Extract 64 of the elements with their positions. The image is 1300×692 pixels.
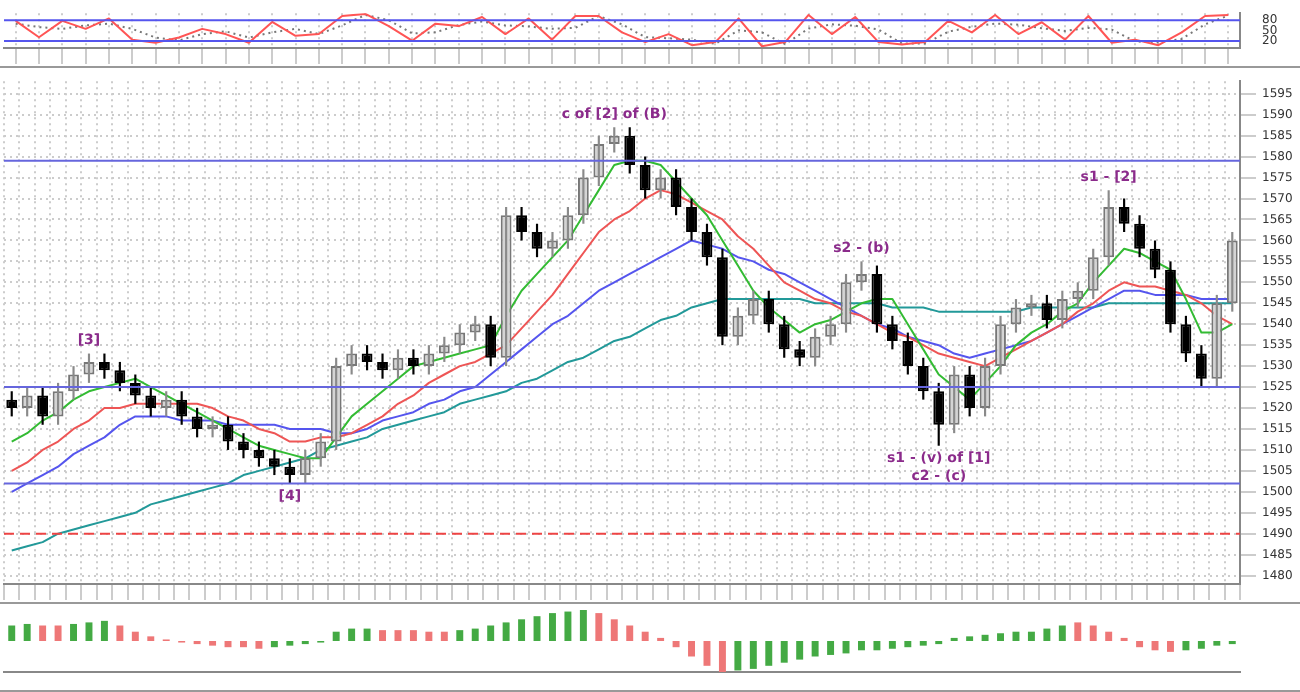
bar	[270, 641, 278, 648]
bar	[1167, 641, 1174, 652]
bar	[564, 611, 572, 641]
bar	[873, 641, 881, 651]
bar	[379, 630, 386, 641]
bar	[1105, 631, 1113, 641]
bar	[100, 620, 108, 641]
bar	[533, 616, 541, 641]
bar	[240, 641, 247, 648]
bar	[734, 641, 742, 671]
bar	[688, 641, 695, 657]
bar	[904, 641, 912, 648]
bar	[440, 631, 448, 641]
bar	[718, 641, 726, 672]
bar	[672, 641, 680, 648]
bar	[626, 625, 634, 641]
bar	[23, 623, 31, 641]
bar	[1182, 641, 1190, 651]
bar	[502, 622, 510, 641]
bar	[1074, 622, 1082, 641]
bar	[811, 641, 819, 657]
bar	[549, 613, 556, 641]
bar	[8, 625, 16, 641]
bar	[85, 622, 93, 641]
bar	[1012, 631, 1020, 641]
bar	[579, 610, 587, 641]
bar	[888, 641, 896, 649]
bar	[610, 619, 618, 641]
bar	[332, 631, 340, 641]
bar	[858, 641, 865, 651]
bar	[981, 634, 989, 641]
bar	[780, 641, 788, 663]
bar	[1058, 625, 1066, 641]
bar	[116, 625, 124, 641]
bar	[641, 631, 649, 641]
bar	[471, 628, 479, 641]
bar	[131, 631, 139, 641]
bar	[1027, 631, 1035, 641]
bar	[749, 641, 757, 669]
bar	[224, 641, 232, 648]
bar	[1043, 628, 1051, 641]
bar	[363, 628, 371, 641]
bar	[518, 619, 526, 641]
bar	[255, 641, 263, 649]
bar	[827, 641, 835, 655]
bar	[842, 641, 850, 654]
bar	[409, 630, 417, 641]
bar	[765, 641, 773, 666]
bar	[1136, 641, 1144, 648]
bar	[456, 630, 464, 641]
bar	[595, 613, 603, 641]
bar	[70, 623, 77, 641]
bar	[796, 641, 804, 660]
bar	[487, 625, 495, 641]
bar	[394, 630, 402, 641]
bar	[54, 625, 62, 641]
bar	[1151, 641, 1159, 651]
bar	[997, 633, 1004, 641]
bar	[703, 641, 711, 666]
bar	[425, 631, 433, 641]
bar	[348, 628, 356, 641]
bar	[39, 625, 47, 641]
bar	[1089, 625, 1097, 641]
bar	[1197, 641, 1205, 649]
